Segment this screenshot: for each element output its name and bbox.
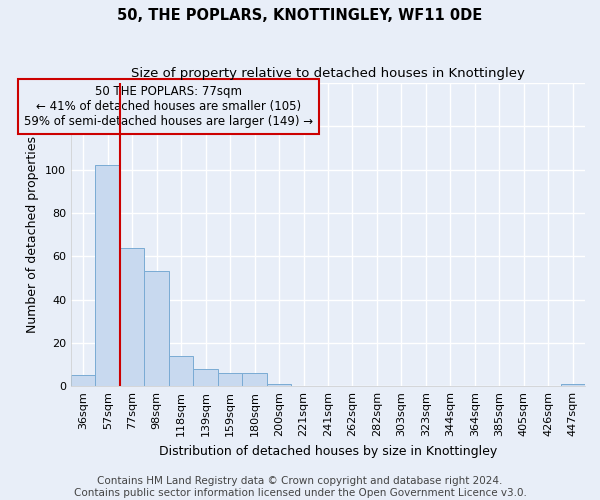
Bar <box>95 166 120 386</box>
X-axis label: Distribution of detached houses by size in Knottingley: Distribution of detached houses by size … <box>159 444 497 458</box>
Bar <box>218 373 242 386</box>
Bar <box>145 272 169 386</box>
Bar <box>169 356 193 386</box>
Bar <box>560 384 585 386</box>
Bar <box>193 369 218 386</box>
Bar <box>242 373 267 386</box>
Bar <box>120 248 145 386</box>
Text: 50 THE POPLARS: 77sqm
← 41% of detached houses are smaller (105)
59% of semi-det: 50 THE POPLARS: 77sqm ← 41% of detached … <box>25 85 313 128</box>
Bar <box>267 384 291 386</box>
Bar <box>71 376 95 386</box>
Title: Size of property relative to detached houses in Knottingley: Size of property relative to detached ho… <box>131 68 525 80</box>
Text: 50, THE POPLARS, KNOTTINGLEY, WF11 0DE: 50, THE POPLARS, KNOTTINGLEY, WF11 0DE <box>118 8 482 22</box>
Text: Contains HM Land Registry data © Crown copyright and database right 2024.
Contai: Contains HM Land Registry data © Crown c… <box>74 476 526 498</box>
Y-axis label: Number of detached properties: Number of detached properties <box>26 136 40 333</box>
